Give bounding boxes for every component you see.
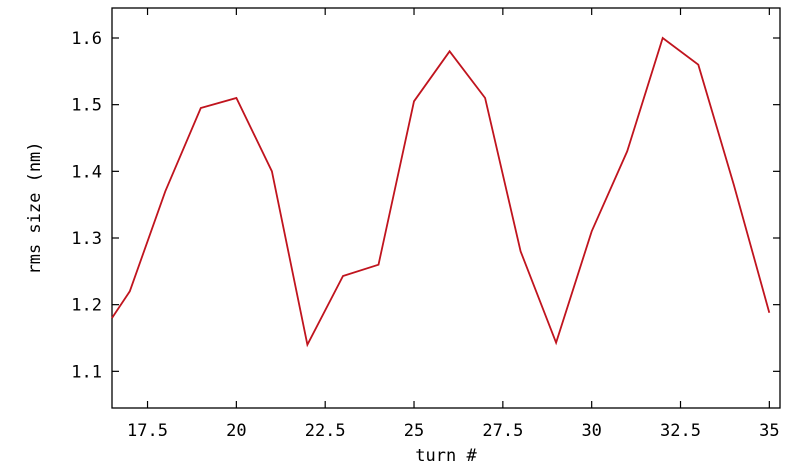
x-axis-title: turn # (415, 446, 477, 466)
y-tick-labels: 1.1 1.2 1.3 1.4 1.5 1.6 (71, 29, 102, 382)
y-tick-label: 1.6 (71, 29, 102, 49)
x-tick-label: 32.5 (660, 421, 701, 441)
y-tick-label: 1.1 (71, 362, 102, 382)
series-line (111, 36, 771, 348)
x-tick-label: 35 (759, 421, 779, 441)
x-tick-label: 20 (226, 421, 246, 441)
y-tick-label: 1.4 (71, 162, 102, 182)
x-tick-labels: 17.5 20 22.5 25 27.5 30 32.5 35 (127, 421, 780, 441)
y-tick-label: 1.3 (71, 229, 102, 249)
x-tick-label: 25 (404, 421, 424, 441)
y-tick-label: 1.2 (71, 296, 102, 316)
y-axis-title: rms size (nm) (25, 141, 45, 274)
x-tick-label: 27.5 (482, 421, 523, 441)
x-tick-label: 30 (581, 421, 601, 441)
x-tick-label: 17.5 (127, 421, 168, 441)
axis-ticks (112, 8, 780, 408)
y-tick-label: 1.5 (71, 96, 102, 116)
series-group (111, 36, 771, 348)
x-tick-label: 22.5 (305, 421, 346, 441)
plot-frame (111, 7, 781, 409)
